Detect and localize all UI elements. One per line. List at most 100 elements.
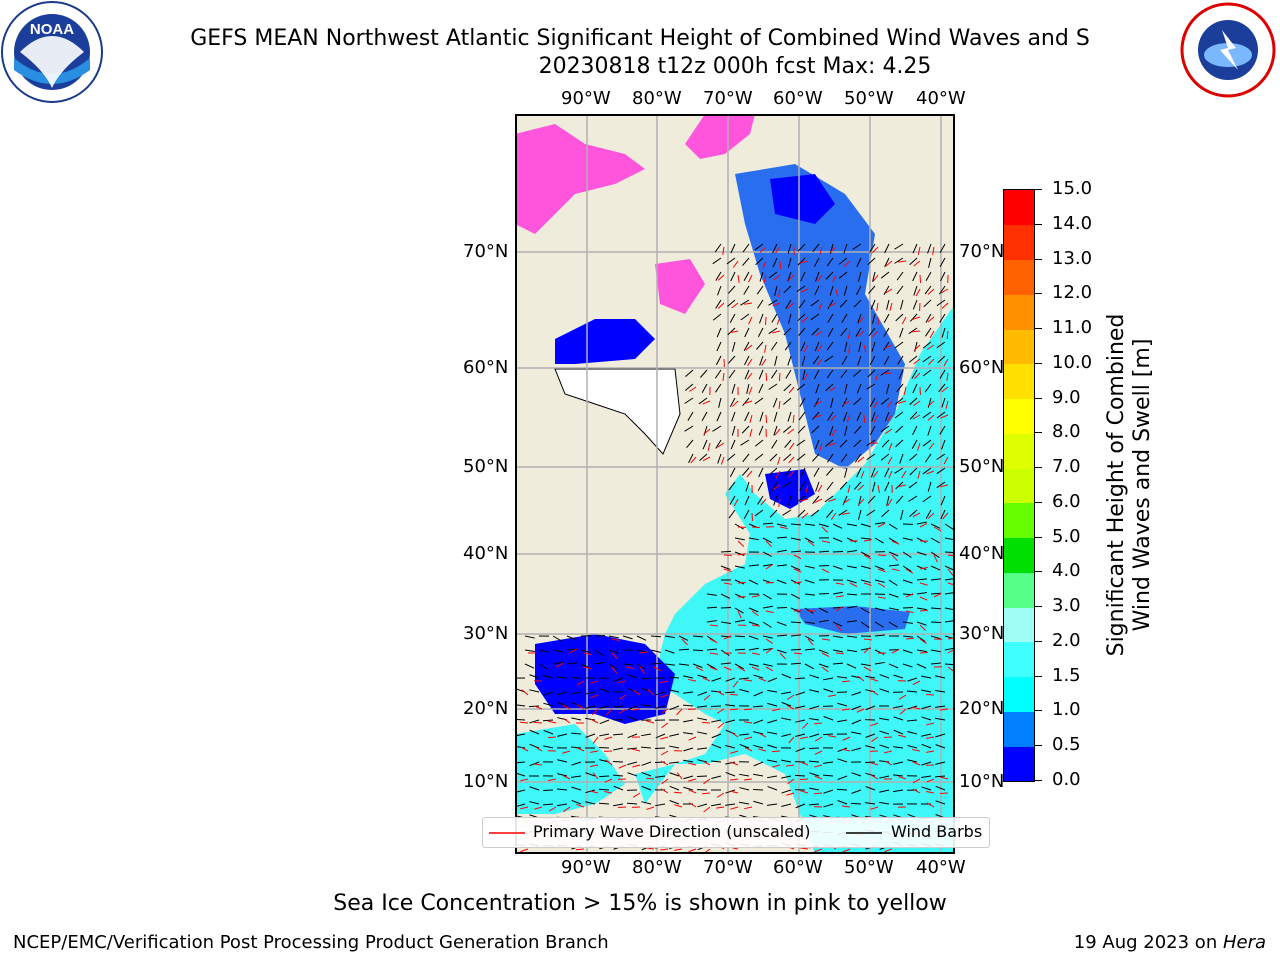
wave-direction-arrow bbox=[919, 638, 927, 644]
wind-barb bbox=[939, 369, 946, 379]
wind-barb bbox=[706, 593, 717, 596]
wind-barb bbox=[838, 257, 848, 265]
wave-direction-arrow bbox=[877, 484, 880, 493]
wave-direction-arrow bbox=[758, 732, 767, 738]
wave-direction-arrow bbox=[732, 680, 739, 688]
colorbar-tick-mark bbox=[1034, 362, 1042, 364]
wave-direction-arrow bbox=[743, 778, 753, 781]
wind-barb bbox=[886, 495, 890, 506]
wind-barb bbox=[683, 786, 694, 791]
wave-direction-arrow bbox=[717, 302, 725, 309]
wind-barb bbox=[767, 786, 778, 791]
wave-direction-arrow bbox=[870, 762, 879, 766]
wind-barb bbox=[712, 313, 722, 321]
wave-direction-arrow bbox=[758, 748, 767, 752]
wave-direction-arrow bbox=[842, 498, 851, 504]
wind-barb bbox=[872, 313, 876, 324]
wave-direction-arrow bbox=[716, 806, 725, 809]
colorbar-segment bbox=[1004, 711, 1034, 747]
wind-barb bbox=[730, 243, 736, 254]
wave-direction-arrow bbox=[619, 708, 627, 714]
wind-barb bbox=[893, 789, 904, 793]
wave-direction-arrow bbox=[534, 705, 543, 710]
wind-barb bbox=[930, 635, 941, 640]
wind-barb bbox=[930, 565, 941, 571]
wave-direction-arrow bbox=[915, 288, 921, 297]
wind-barb bbox=[804, 593, 815, 596]
wind-barb bbox=[811, 453, 820, 462]
wave-direction-arrow bbox=[800, 736, 809, 740]
wind-barb bbox=[758, 369, 764, 380]
wind-barb bbox=[880, 453, 890, 461]
wave-direction-arrow bbox=[751, 610, 759, 617]
colorbar-tick-label: 8.0 bbox=[1052, 421, 1081, 443]
wind-barb bbox=[776, 536, 788, 539]
wave-direction-arrow bbox=[676, 708, 683, 716]
wind-barb bbox=[697, 759, 708, 763]
wave-direction-arrow bbox=[917, 442, 921, 451]
wind-barb bbox=[734, 523, 744, 530]
wave-direction-arrow bbox=[779, 652, 786, 660]
wind-barb bbox=[809, 674, 820, 679]
wind-barb bbox=[790, 593, 801, 600]
colorbar-tick-label: 15.0 bbox=[1052, 178, 1093, 199]
wind-barb bbox=[902, 663, 913, 668]
wind-barb bbox=[939, 257, 946, 267]
colorbar-tick-label: 2.0 bbox=[1052, 629, 1081, 651]
wind-barb bbox=[788, 313, 792, 324]
wind-barb bbox=[818, 619, 829, 623]
wave-direction-arrow bbox=[772, 302, 781, 307]
wind-barb bbox=[888, 607, 899, 611]
lat-label-left: 70°N bbox=[463, 241, 509, 262]
wave-direction-arrow bbox=[760, 498, 767, 506]
wind-barb bbox=[727, 285, 736, 294]
wave-direction-arrow bbox=[548, 720, 557, 724]
wind-barb bbox=[804, 579, 815, 584]
wind-barb bbox=[697, 747, 708, 750]
wave-direction-arrow bbox=[688, 736, 697, 741]
wave-direction-arrow bbox=[521, 689, 529, 696]
wind-barb bbox=[683, 747, 694, 752]
colorbar-segment bbox=[1004, 363, 1034, 400]
wind-barb bbox=[871, 411, 876, 422]
wind-barb bbox=[936, 453, 946, 460]
wind-barb bbox=[730, 439, 736, 450]
wave-direction-arrow bbox=[788, 470, 795, 478]
wind-barb bbox=[938, 383, 946, 393]
wave-direction-arrow bbox=[674, 848, 683, 851]
wave-direction-arrow bbox=[863, 647, 871, 654]
wind-barb bbox=[655, 775, 666, 778]
wind-barb bbox=[641, 771, 652, 777]
wave-direction-arrow bbox=[943, 456, 949, 465]
wave-direction-arrow bbox=[731, 731, 739, 738]
wind-barb bbox=[734, 635, 746, 638]
wave-direction-arrow bbox=[932, 246, 935, 255]
map-legend: Primary Wave Direction (unscaled) Wind B… bbox=[482, 817, 990, 848]
wind-barb bbox=[783, 453, 792, 461]
wave-direction-arrow bbox=[927, 414, 935, 421]
wind-barb bbox=[700, 369, 708, 378]
wind-barb bbox=[916, 663, 927, 669]
wave-direction-arrow bbox=[841, 680, 851, 683]
wind-barb bbox=[729, 495, 736, 505]
wind-barb bbox=[930, 551, 940, 558]
wind-barb bbox=[650, 662, 662, 665]
wind-barb bbox=[585, 772, 596, 777]
wind-barb bbox=[912, 383, 918, 394]
wave-direction-arrow bbox=[709, 638, 718, 643]
wind-barb bbox=[781, 717, 792, 721]
wave-direction-arrow bbox=[901, 316, 907, 325]
wind-barb bbox=[843, 285, 848, 296]
wind-barb bbox=[843, 243, 848, 254]
wind-barb bbox=[941, 397, 946, 408]
wave-direction-arrow bbox=[872, 246, 879, 254]
wind-barb bbox=[794, 677, 806, 680]
wind-barb bbox=[825, 383, 834, 392]
wave-direction-arrow bbox=[842, 400, 851, 406]
wind-barb bbox=[767, 677, 778, 683]
wind-barb bbox=[758, 467, 764, 478]
wave-direction-arrow bbox=[913, 358, 921, 365]
wave-direction-arrow bbox=[604, 778, 613, 783]
wave-direction-arrow bbox=[776, 316, 781, 325]
wind-barb bbox=[739, 733, 750, 736]
